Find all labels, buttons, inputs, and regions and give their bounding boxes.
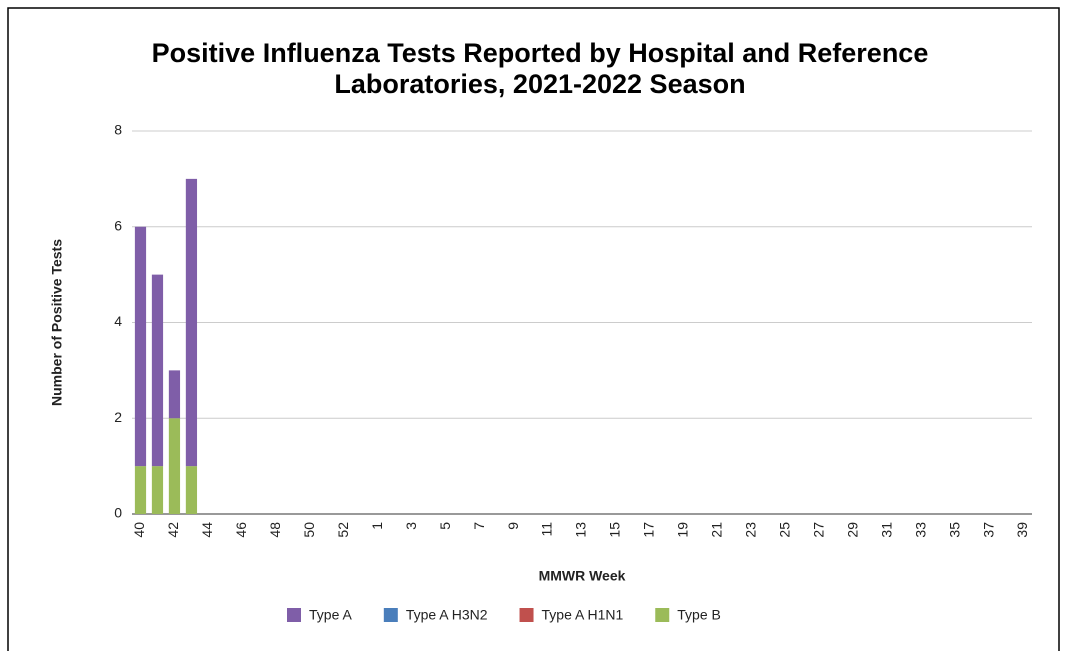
bar-segment <box>168 370 181 419</box>
bar-segment <box>134 466 147 514</box>
x-tick-label: 19 <box>675 522 691 538</box>
bar-segment <box>151 274 164 467</box>
chart-title: Positive Influenza Tests Reported by Hos… <box>151 38 929 99</box>
bar-segment <box>185 466 198 514</box>
bar-segment <box>168 418 181 514</box>
legend-swatch <box>655 608 670 622</box>
x-tick-label: 31 <box>878 522 894 538</box>
legend-label: Type A <box>309 607 352 623</box>
legend-label: Type A H3N2 <box>406 607 488 623</box>
bar-segment <box>134 226 147 467</box>
x-tick-label: 46 <box>233 522 249 538</box>
x-tick-label: 21 <box>709 522 725 538</box>
x-tick-label: 9 <box>505 522 521 530</box>
x-tick-label: 17 <box>641 522 657 538</box>
y-tick-label: 6 <box>114 217 122 233</box>
x-tick-label: 11 <box>539 522 555 537</box>
legend-swatch <box>287 608 301 622</box>
x-tick-label: 48 <box>267 522 283 538</box>
legend-label: Type B <box>677 607 721 623</box>
x-tick-label: 40 <box>131 522 147 538</box>
x-tick-label: 1 <box>369 522 385 530</box>
x-tick-label: 50 <box>301 522 317 538</box>
x-tick-label: 7 <box>471 522 487 530</box>
y-tick-label: 4 <box>114 313 122 329</box>
x-tick-label: 35 <box>946 522 962 538</box>
legend-label: Type A H1N1 <box>542 607 624 623</box>
x-tick-label: 5 <box>437 522 453 530</box>
x-tick-label: 44 <box>199 522 215 538</box>
x-tick-label: 52 <box>335 522 351 538</box>
y-tick-label: 0 <box>114 505 122 521</box>
x-tick-label: 23 <box>743 522 759 538</box>
x-tick-label: 13 <box>573 522 589 538</box>
x-tick-label: 25 <box>776 522 792 538</box>
legend-swatch <box>519 608 534 622</box>
x-tick-label: 3 <box>403 522 419 530</box>
y-tick-label: 8 <box>114 122 122 138</box>
bar-segment <box>185 178 198 467</box>
x-axis-label: MMWR Week <box>539 568 626 584</box>
legend-swatch <box>383 608 398 622</box>
y-axis-label: Number of Positive Tests <box>49 239 65 406</box>
x-tick-label: 42 <box>165 522 181 538</box>
bar-segment <box>151 466 164 514</box>
x-tick-label: 15 <box>607 522 623 538</box>
y-tick-label: 2 <box>114 409 122 425</box>
x-tick-label: 29 <box>844 522 860 538</box>
x-tick-label: 27 <box>810 522 826 538</box>
x-tick-label: 39 <box>1014 522 1030 538</box>
x-tick-label: 33 <box>912 522 928 538</box>
x-tick-label: 37 <box>980 522 996 538</box>
frame <box>7 7 1060 651</box>
